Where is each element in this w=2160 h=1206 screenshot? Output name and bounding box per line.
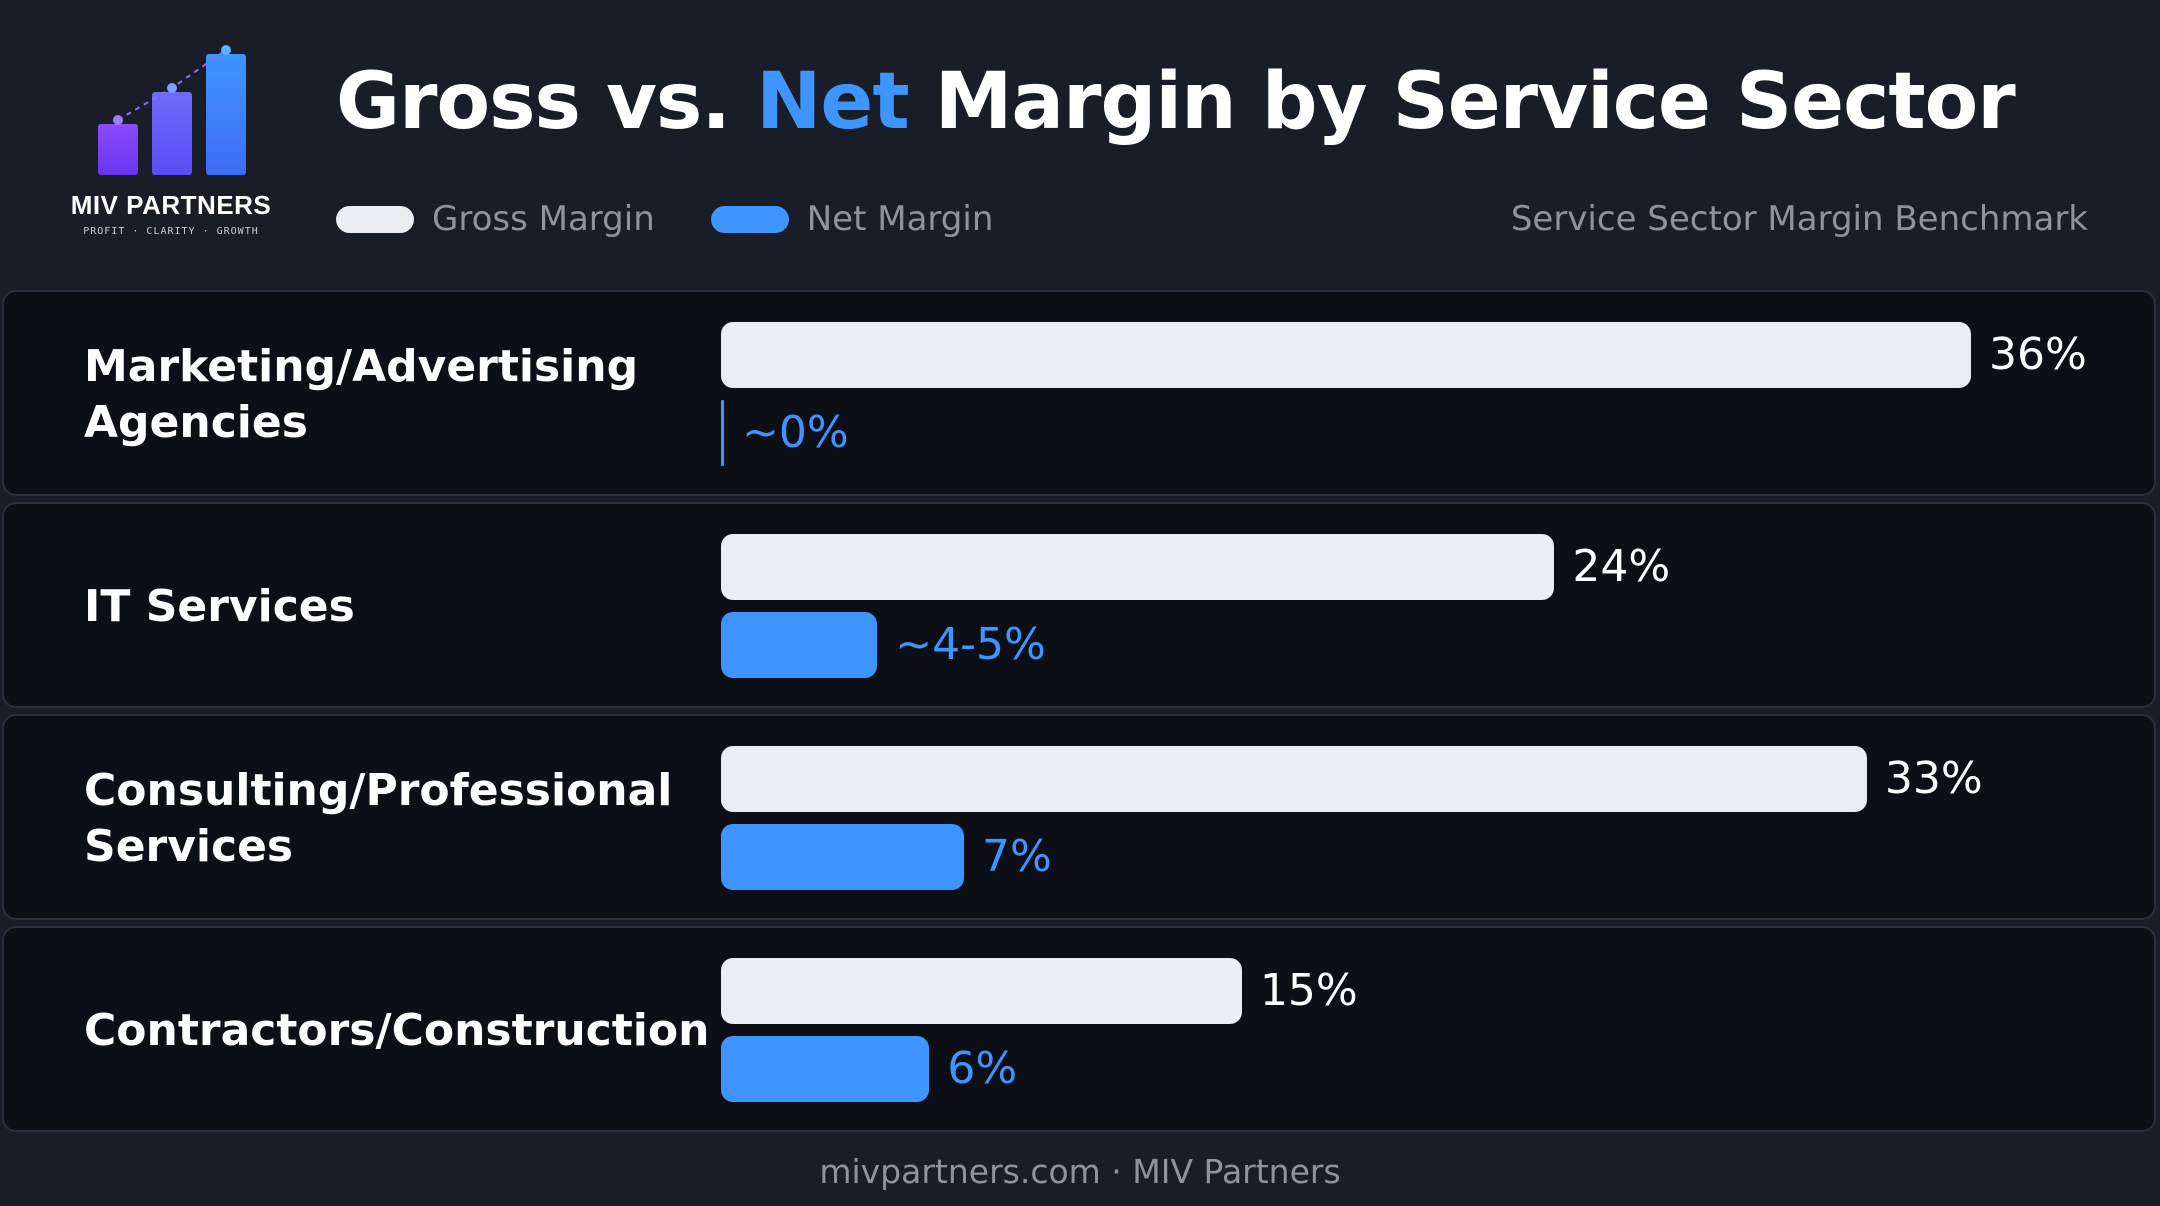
title-part2: Margin by Service Sector	[908, 57, 2016, 147]
net-margin-bar	[721, 824, 965, 890]
net-margin-value-label: 6%	[947, 1043, 1018, 1094]
sector-label: Marketing/Advertising Agencies	[84, 341, 639, 448]
page-title: Gross vs. Net Margin by Service Sector	[336, 52, 2016, 152]
title-part1: Gross vs.	[336, 57, 757, 147]
gross-margin-bar	[721, 958, 1242, 1024]
title-accent: Net	[756, 57, 909, 147]
gross-margin-bar	[721, 534, 1555, 600]
sector-label: IT Services	[84, 581, 355, 632]
sector-label: Contractors/Construction	[84, 1005, 710, 1056]
logo-name: MIV PARTNERS	[70, 190, 272, 220]
net-margin-value-label: 7%	[982, 831, 1052, 882]
bar-chart-logo-icon	[98, 45, 246, 175]
gross-margin-value-label: 24%	[1572, 541, 1671, 592]
legend-label-gross: Gross Margin	[432, 199, 655, 239]
sector-label: Consulting/Professional Services	[84, 765, 673, 872]
legend-swatch-net	[710, 205, 789, 233]
net-margin-bar	[721, 1036, 930, 1102]
legend-item-gross: Gross Margin	[336, 199, 655, 239]
gross-margin-bar	[721, 322, 1971, 388]
legend-swatch-gross	[336, 205, 414, 233]
logo: MIV PARTNERS PROFIT · CLARITY · GROWTH	[66, 40, 276, 240]
footer-credit: mivpartners.com · MIV Partners	[819, 1152, 1341, 1191]
gross-margin-bar	[721, 746, 1867, 812]
gross-margin-value-label: 15%	[1259, 965, 1358, 1016]
net-margin-bar	[721, 400, 724, 466]
legend-label-net: Net Margin	[806, 199, 994, 239]
benchmark-label: Service Sector Margin Benchmark	[1510, 199, 2088, 239]
gross-margin-value-label: 33%	[1884, 753, 1983, 804]
gross-margin-value-label: 36%	[1989, 329, 2087, 380]
logo-tagline: PROFIT · CLARITY · GROWTH	[83, 226, 259, 237]
legend-item-net: Net Margin	[710, 199, 994, 239]
legend: Gross Margin Net Margin	[336, 198, 1049, 240]
net-margin-value-label: ~0%	[742, 407, 849, 458]
net-margin-bar	[721, 612, 878, 678]
net-margin-value-label: ~4-5%	[895, 619, 1046, 670]
